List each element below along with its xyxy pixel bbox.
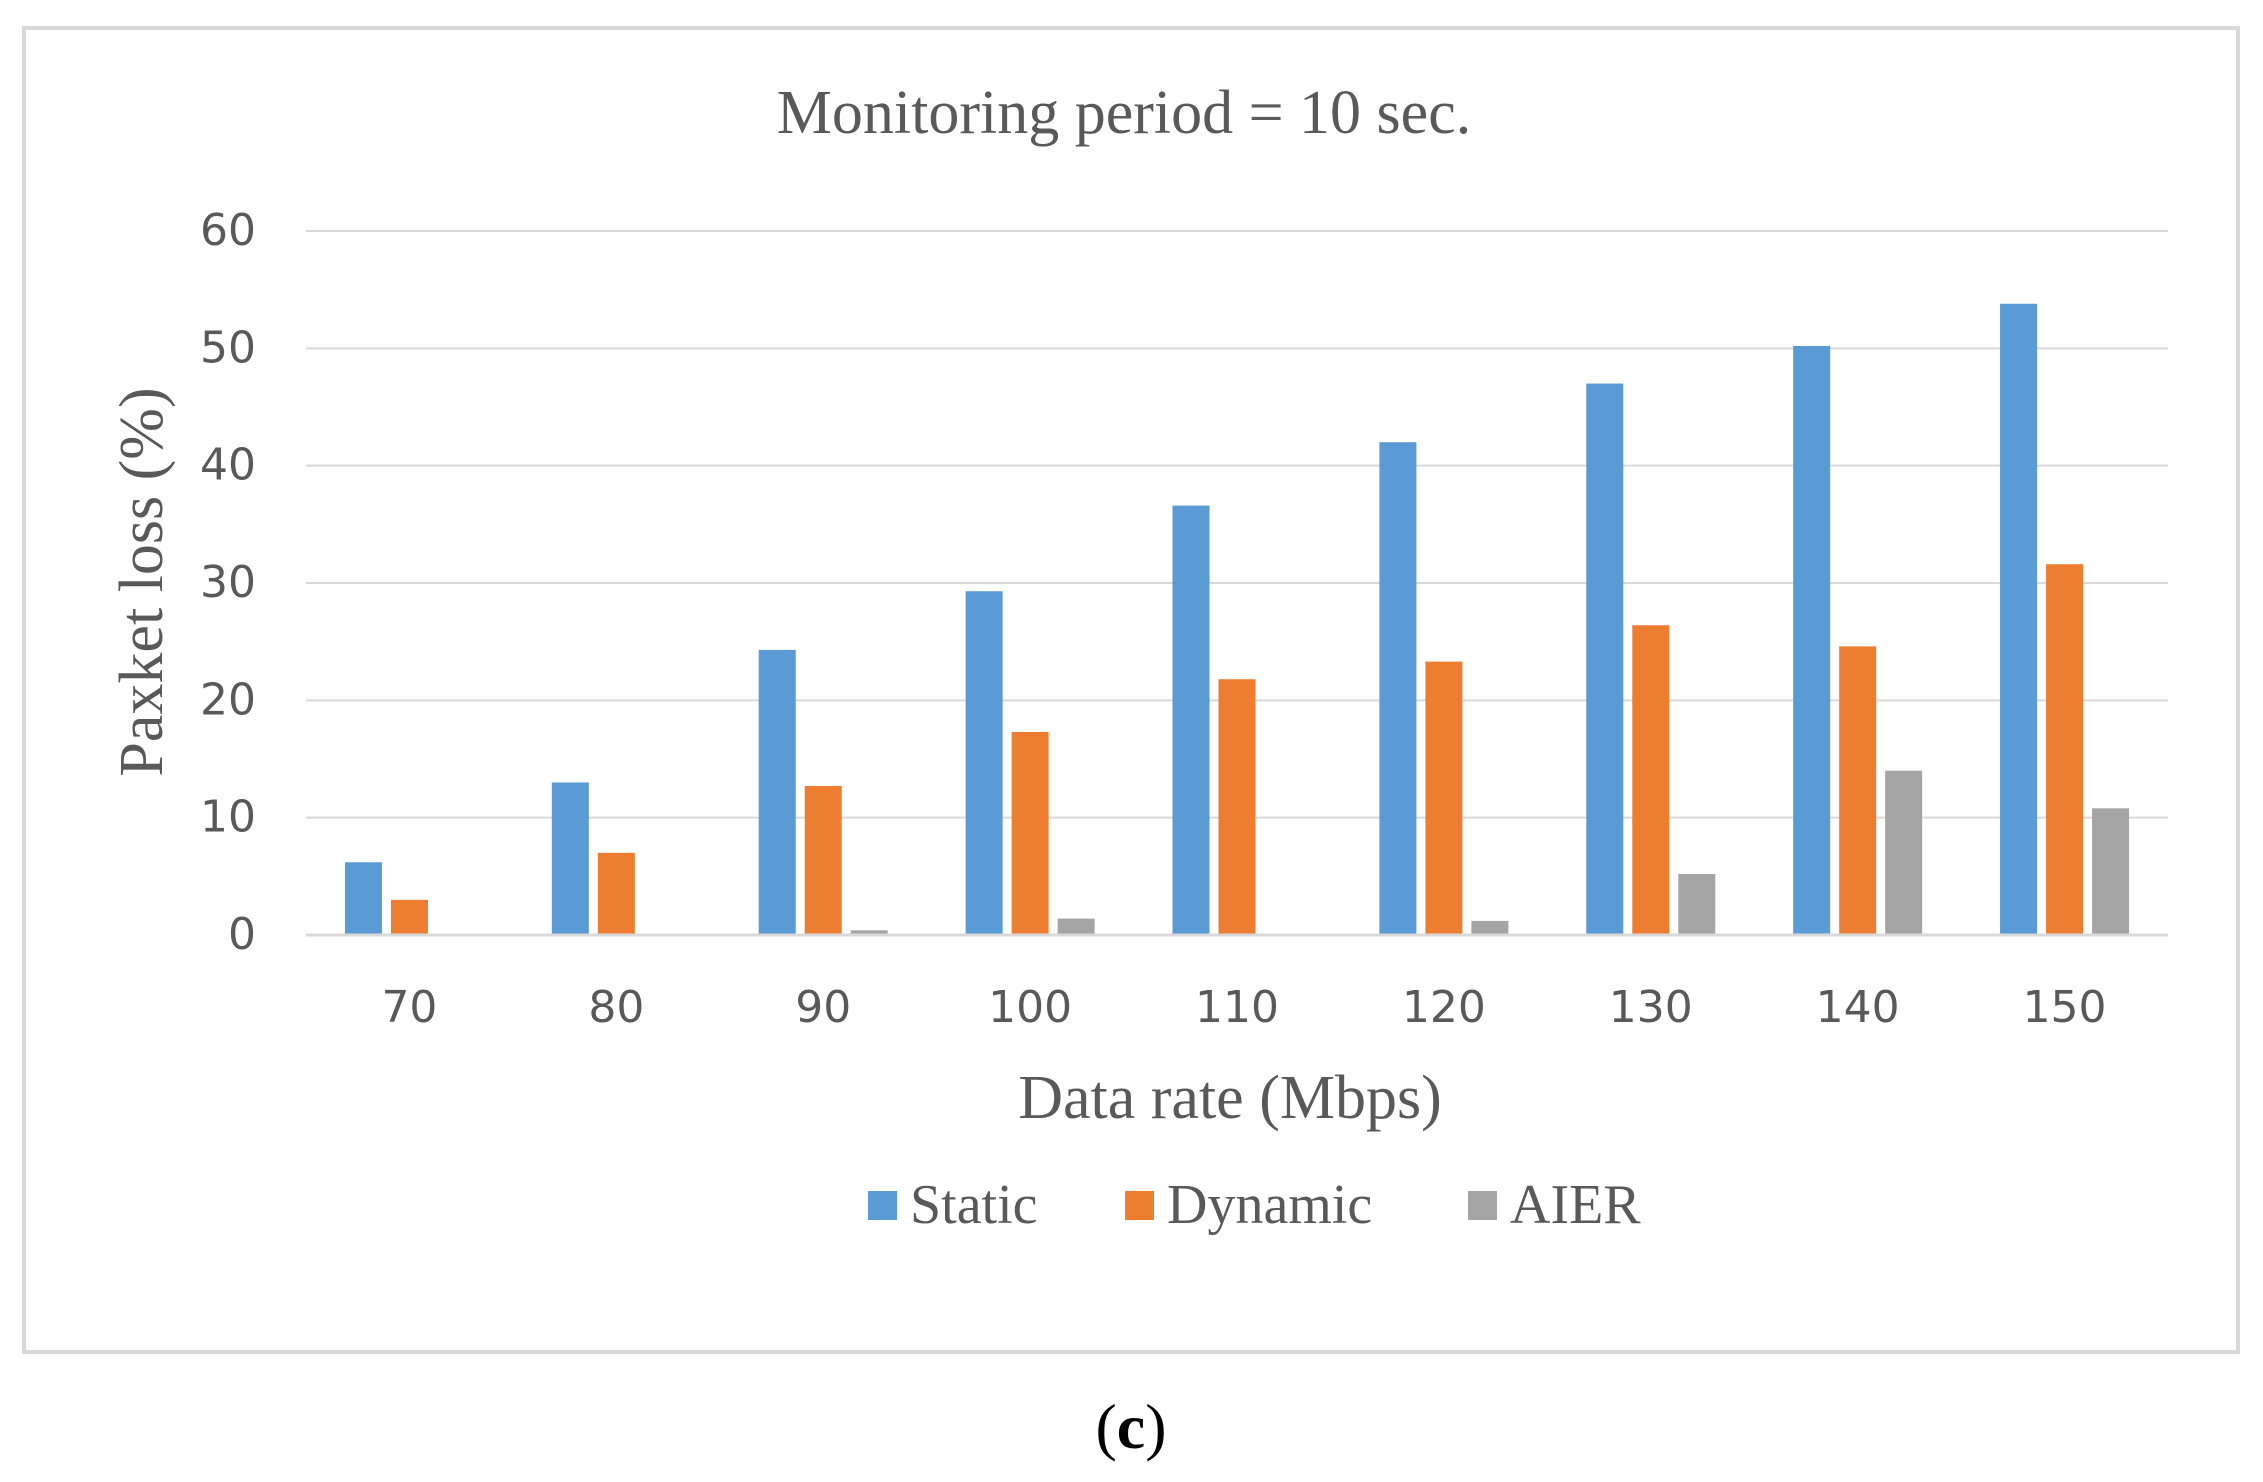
legend-label-aier: AIER — [1510, 1174, 1641, 1236]
bar-static-110 — [1172, 505, 1210, 935]
x-tick-label: 80 — [588, 982, 644, 1033]
y-tick-label: 40 — [200, 440, 256, 491]
legend-swatch-aier — [1468, 1191, 1497, 1220]
x-tick-label: 130 — [1609, 982, 1693, 1033]
y-axis-tick-labels: 0 10 20 30 40 50 60 — [200, 205, 256, 960]
bar-aier-140 — [1885, 770, 1923, 935]
chart-frame — [22, 26, 2240, 1354]
bar-dynamic-100 — [1011, 732, 1049, 935]
x-axis-label: Data rate (Mbps) — [1018, 1064, 1442, 1132]
x-tick-label: 150 — [2023, 982, 2107, 1033]
legend-swatch-static — [868, 1191, 897, 1220]
y-tick-label: 10 — [200, 792, 256, 843]
bar-static-130 — [1586, 383, 1624, 935]
bar-aier-130 — [1678, 873, 1716, 935]
legend-swatch-dynamic — [1125, 1191, 1154, 1220]
x-tick-label: 100 — [988, 982, 1072, 1033]
y-tick-label: 30 — [200, 557, 256, 608]
legend: Static Dynamic AIER — [868, 1174, 1641, 1236]
caption-open-paren: ( — [1095, 1391, 1116, 1462]
x-tick-label: 70 — [381, 982, 437, 1033]
bar-dynamic-150 — [2046, 564, 2084, 935]
bar-dynamic-90 — [804, 785, 842, 935]
chart-title: Monitoring period = 10 sec. — [777, 79, 1471, 147]
y-tick-label: 0 — [228, 909, 256, 960]
bar-dynamic-110 — [1218, 679, 1256, 935]
bar-static-150 — [2000, 303, 2038, 935]
bar-static-140 — [1793, 345, 1831, 935]
x-tick-label: 90 — [795, 982, 851, 1033]
x-tick-label: 120 — [1402, 982, 1486, 1033]
y-tick-label: 50 — [200, 322, 256, 373]
x-tick-label: 110 — [1195, 982, 1279, 1033]
bar-dynamic-70 — [390, 899, 428, 935]
bar-static-80 — [551, 782, 589, 935]
bar-static-70 — [344, 862, 382, 935]
bar-aier-150 — [2092, 808, 2130, 935]
y-tick-label: 20 — [200, 674, 256, 725]
bars — [344, 303, 2130, 935]
legend-label-static: Static — [910, 1174, 1038, 1236]
bar-dynamic-130 — [1632, 625, 1670, 935]
x-axis-tick-labels: 70 80 90 100 110 120 130 140 150 — [381, 982, 2106, 1033]
bar-aier-120 — [1471, 920, 1509, 935]
bar-static-90 — [758, 649, 796, 935]
y-tick-label: 60 — [200, 205, 256, 256]
bar-dynamic-140 — [1839, 646, 1877, 935]
bar-static-100 — [965, 591, 1003, 935]
bar-aier-100 — [1057, 918, 1095, 935]
legend-label-dynamic: Dynamic — [1167, 1174, 1372, 1236]
bar-static-120 — [1379, 442, 1417, 935]
bar-aier-90 — [850, 930, 888, 935]
figure-caption: (c) — [1095, 1391, 1166, 1462]
x-tick-label: 140 — [1816, 982, 1900, 1033]
y-axis-label: Paxket loss (%) — [108, 387, 176, 776]
bar-dynamic-80 — [597, 852, 635, 935]
bar-dynamic-120 — [1425, 661, 1463, 935]
caption-letter: c — [1117, 1391, 1145, 1462]
caption-close-paren: ) — [1145, 1391, 1166, 1462]
